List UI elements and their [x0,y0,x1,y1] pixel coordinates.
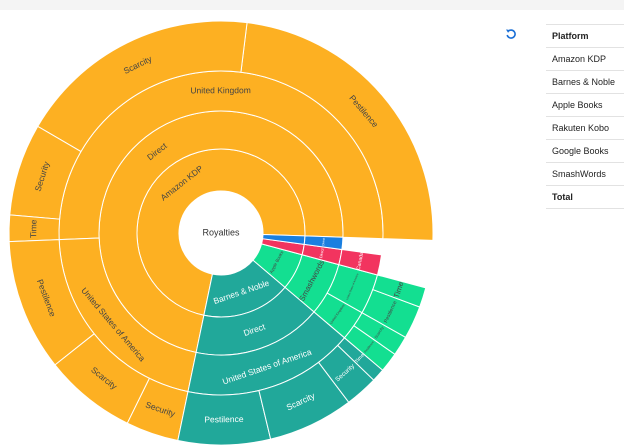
table-total: Total [546,186,624,209]
top-bar [0,0,624,10]
table-row[interactable]: Apple Books [546,94,624,117]
sector-label: Pestilence [204,414,244,425]
root-label: Royalties [202,227,240,237]
sector-label: Direct [319,248,325,258]
sector-label: Direct [321,238,326,246]
table-header: Platform [546,24,624,48]
table-row[interactable]: Amazon KDP [546,48,624,71]
sector [303,235,344,251]
table-rows: Amazon KDP Barnes & Noble Apple Books Rakut… [546,48,624,186]
sector-label: United Kingdom [190,85,251,95]
table-row[interactable]: Rakuten Kobo [546,117,624,140]
sector-label: Scarcity [374,326,385,340]
sector-label: Time [28,219,38,238]
sector-label: Pestilence [363,340,375,354]
reset-button[interactable] [505,28,517,40]
platform-table: Platform Amazon KDP Barnes & Noble Apple B… [546,24,624,209]
table-row[interactable]: Barnes & Noble [546,71,624,94]
table-row[interactable]: Google Books [546,140,624,163]
table-row[interactable]: SmashWords [546,163,624,186]
sector-label: Canada [356,252,365,271]
